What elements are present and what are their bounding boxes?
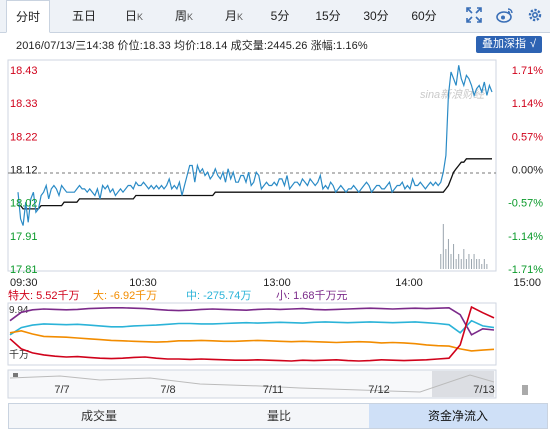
fund-flow-series: [9, 306, 495, 336]
quote-change: 1.16%: [336, 40, 368, 52]
quote-volume: 2445.26: [267, 40, 308, 52]
date-navigator[interactable]: [7, 369, 497, 399]
tab-monthly-k[interactable]: 月K: [224, 9, 244, 23]
y-left-tick: 18.33: [10, 98, 38, 110]
y-right-tick: 1.14%: [512, 98, 543, 110]
y-left-tick: 17.91: [10, 231, 38, 243]
legend-entry: 大: -6.92千万: [93, 288, 157, 302]
tab-volume-ratio[interactable]: 量比: [266, 409, 291, 423]
price-panel-frame: [7, 59, 497, 272]
x-tick: 09:30: [10, 277, 38, 289]
indicator-tabs: 成交量 量比 资金净流入: [8, 403, 548, 429]
x-tick: 15:00: [513, 277, 541, 289]
quote-info-bar: 2016/07/13/三14:38 价位:18.33 均价:18.14 成交量:…: [0, 33, 550, 55]
navigator-right-handle[interactable]: [522, 385, 528, 395]
fund-flow-series: [9, 319, 495, 336]
y-right-tick: 0.00%: [512, 165, 543, 177]
y-right-tick: 1.71%: [512, 65, 543, 77]
period-tabs: 分时 五日 日K 周K 月K 5分 15分 30分 60分: [0, 0, 550, 33]
y-right-ticks: 1.71% 1.14% 0.57% 0.00% -0.57% -1.14% -1.71%: [508, 65, 543, 276]
check-icon: √: [529, 38, 536, 50]
fund-flow-panel-frame: [7, 302, 497, 366]
legend-entry: 中: -275.74万: [186, 289, 251, 302]
navigator-left-handle[interactable]: [13, 373, 18, 377]
navigator-date-label: 7/12: [368, 384, 389, 396]
gear-icon[interactable]: [526, 7, 544, 25]
fund-flow-unit-label: 千万: [9, 349, 29, 361]
y-right-tick: -1.71%: [508, 264, 543, 276]
overlay-index-button[interactable]: 叠加深指 √: [475, 36, 542, 53]
tab-net-inflow[interactable]: 资金净流入: [369, 404, 547, 428]
avg-price-line: [18, 158, 492, 210]
navigator-date-label: 7/8: [160, 384, 175, 396]
tab-30min[interactable]: 30分: [363, 9, 389, 23]
quote-info: 2016/07/13/三14:38 价位:18.33 均价:18.14 成交量:…: [16, 40, 368, 52]
navigator-date-label: 7/13: [473, 384, 494, 396]
navigator-date-label: 7/11: [263, 384, 284, 396]
intraday-chart: sina新浪财经 18.4318.3318.2218.1218.0217.911…: [7, 59, 543, 399]
x-tick: 13:00: [263, 277, 291, 289]
x-tick: 14:00: [395, 277, 423, 289]
navigator-trend: [9, 374, 495, 393]
y-right-tick: -1.14%: [508, 231, 543, 243]
y-left-tick: 18.43: [10, 65, 38, 77]
quote-datetime: 2016/07/13/三14:38: [16, 40, 115, 52]
weibo-icon[interactable]: [495, 7, 514, 25]
quote-price: 18.33: [142, 40, 171, 52]
watermark: sina新浪财经: [420, 88, 485, 101]
fullscreen-icon[interactable]: [465, 7, 483, 25]
quote-avg: 18.14: [199, 40, 228, 52]
fund-flow-top-label: 9.94: [9, 305, 29, 316]
tab-daily-k[interactable]: 日K: [124, 9, 144, 23]
tab-volume[interactable]: 成交量: [80, 409, 117, 423]
navigator-labels: 7/7 7/8 7/11 7/12 7/13: [54, 384, 494, 396]
y-left-tick: 18.12: [10, 165, 38, 177]
y-right-tick: -0.57%: [508, 198, 543, 210]
fund-flow-lines: [9, 305, 495, 362]
tab-intraday[interactable]: 分时: [6, 0, 50, 33]
x-ticks: 09:30 10:30 13:00 14:00 15:00: [10, 277, 541, 289]
tab-5min[interactable]: 5分: [270, 9, 290, 23]
legend-entry: 小: 1.68千万元: [276, 289, 348, 302]
fund-flow-series: [9, 329, 495, 352]
x-tick: 10:30: [129, 277, 157, 289]
y-left-tick: 17.81: [10, 264, 38, 276]
y-right-tick: 0.57%: [512, 131, 543, 143]
y-left-ticks: 18.43 18.33 18.22 18.12 18.02 17.91 17.81: [10, 65, 38, 276]
price-line: [17, 65, 493, 226]
fund-flow-series: [9, 305, 495, 362]
tab-15min[interactable]: 15分: [315, 9, 341, 23]
navigator-date-label: 7/7: [54, 384, 69, 396]
tab-weekly-k[interactable]: 周K: [174, 9, 194, 23]
fund-flow-legend: 特大: 5.52千万 大: -6.92千万 中: -275.74万 小: 1.68千万…: [8, 288, 348, 302]
volume-bars: [440, 224, 488, 269]
legend-entry: 特大: 5.52千万: [8, 288, 80, 302]
tab-five-day[interactable]: 五日: [71, 9, 96, 23]
y-left-tick: 18.02: [10, 198, 38, 210]
y-left-tick: 18.22: [10, 131, 38, 143]
tab-60min[interactable]: 60分: [411, 9, 437, 23]
